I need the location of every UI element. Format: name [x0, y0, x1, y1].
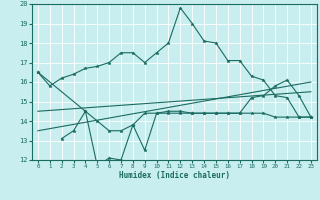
- X-axis label: Humidex (Indice chaleur): Humidex (Indice chaleur): [119, 171, 230, 180]
